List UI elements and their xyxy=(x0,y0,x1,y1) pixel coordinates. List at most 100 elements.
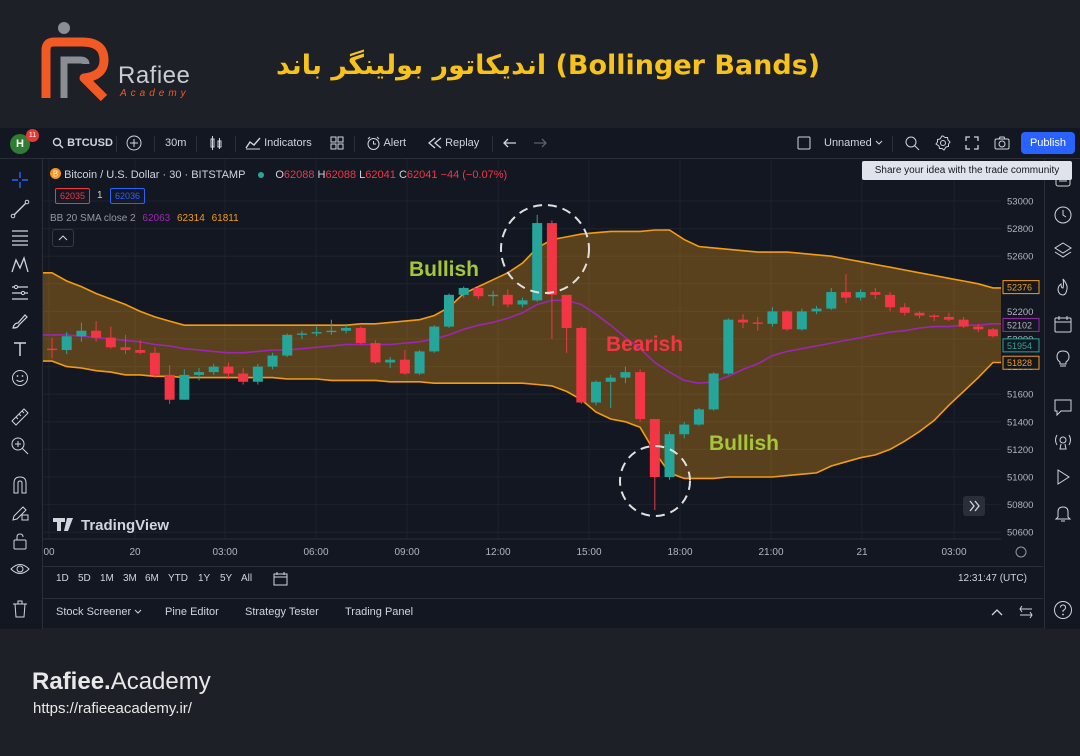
broadcast-icon[interactable] xyxy=(1053,431,1073,451)
time-tick-label: 09:00 xyxy=(394,547,419,558)
candle-body xyxy=(899,307,910,313)
magnet-icon[interactable] xyxy=(10,475,30,495)
candle-body xyxy=(782,311,793,330)
compare-symbol-button[interactable] xyxy=(126,134,142,152)
candle-body xyxy=(502,294,513,305)
undo-button[interactable] xyxy=(503,134,517,152)
pattern-icon[interactable] xyxy=(10,255,30,275)
price-tick-label: 50600 xyxy=(1007,528,1033,539)
bell-icon[interactable] xyxy=(1053,503,1073,523)
publish-button[interactable]: Publish xyxy=(1021,132,1075,154)
quick-search-button[interactable] xyxy=(904,134,920,152)
camera-icon xyxy=(994,136,1010,150)
candle-body xyxy=(943,316,954,320)
range-5d[interactable]: 5D xyxy=(78,573,91,584)
sell-price-box[interactable]: 62035 xyxy=(55,188,91,204)
range-5y[interactable]: 5Y xyxy=(220,573,233,584)
utc-clock[interactable]: 12:31:47 (UTC) xyxy=(958,573,1027,584)
layout-button[interactable] xyxy=(797,134,811,152)
layers-icon[interactable] xyxy=(1053,241,1073,261)
calendar-icon[interactable] xyxy=(1053,314,1073,334)
templates-button[interactable] xyxy=(330,134,344,152)
range-ytd[interactable]: YTD xyxy=(168,573,188,584)
trend-line-icon[interactable] xyxy=(10,199,30,219)
range-6m[interactable]: 6M xyxy=(145,573,159,584)
help-icon[interactable] xyxy=(1053,600,1073,620)
clock-icon[interactable] xyxy=(1053,205,1073,225)
eye-icon[interactable] xyxy=(10,559,30,579)
chat-icon[interactable] xyxy=(1053,397,1073,417)
time-axis[interactable]: 00 20 03:00 06:00 09:00 12:00 15:00 18:00 21:00 2… xyxy=(43,538,1001,564)
play-icon[interactable] xyxy=(1053,467,1073,487)
candle-body xyxy=(47,348,57,351)
time-tick-label: 06:00 xyxy=(303,547,328,558)
candle-body xyxy=(693,409,704,425)
symbol-search-button[interactable]: BTCUSD xyxy=(52,134,113,152)
interval-button[interactable]: 30m xyxy=(165,137,187,149)
fib-retracement-icon[interactable] xyxy=(10,227,30,247)
bollinger-band-fill xyxy=(43,230,1001,479)
bb-lower-value: 61811 xyxy=(211,213,239,224)
alert-button[interactable]: Alert xyxy=(366,134,406,152)
candle xyxy=(488,290,499,306)
highlight-circle-top xyxy=(500,204,590,294)
footer-url[interactable]: https://rafieeacademy.ir/ xyxy=(33,700,192,717)
candle-body xyxy=(620,372,631,378)
fire-icon[interactable] xyxy=(1053,277,1073,297)
lightbulb-icon[interactable] xyxy=(1053,349,1073,369)
projection-icon[interactable] xyxy=(10,283,30,303)
snapshot-button[interactable] xyxy=(994,134,1010,152)
range-3m[interactable]: 3M xyxy=(123,573,137,584)
ohlc-low: 62041 xyxy=(365,169,396,181)
lock-pencil-icon[interactable] xyxy=(10,503,30,523)
crosshair-icon[interactable] xyxy=(10,170,30,190)
chevron-up-icon[interactable] xyxy=(990,607,1004,617)
time-tick-label: 21 xyxy=(856,547,868,558)
tab-trading-panel[interactable]: Trading Panel xyxy=(345,606,414,618)
price-chart[interactable]: 5300052800526005240052200520005180051600… xyxy=(43,159,1043,564)
lock-icon[interactable] xyxy=(10,531,30,551)
range-1d[interactable]: 1D xyxy=(56,573,69,584)
chart-type-button[interactable] xyxy=(209,134,223,152)
annotation-bullish-top: Bullish xyxy=(409,258,479,281)
redo-button[interactable] xyxy=(533,134,547,152)
indicators-button[interactable]: Indicators xyxy=(245,134,312,152)
settings-button[interactable] xyxy=(935,134,951,152)
candle-body xyxy=(708,373,719,410)
brush-icon[interactable] xyxy=(10,311,30,331)
buy-price-box[interactable]: 62036 xyxy=(110,188,146,204)
replay-button[interactable]: Replay xyxy=(427,134,479,152)
goto-date-icon[interactable] xyxy=(273,571,289,587)
price-label-last: 51954 xyxy=(1007,341,1032,351)
axis-settings-icon[interactable] xyxy=(1015,546,1027,558)
trash-icon[interactable] xyxy=(10,599,30,619)
candle xyxy=(811,305,822,315)
candle-body xyxy=(311,332,322,334)
emoji-icon[interactable] xyxy=(10,368,30,388)
candle-body xyxy=(855,292,866,298)
candle-body xyxy=(223,366,234,374)
candle xyxy=(988,327,998,338)
alert-label: Alert xyxy=(383,137,407,149)
avatar[interactable]: H xyxy=(10,134,30,154)
ruler-icon[interactable] xyxy=(10,407,30,427)
range-1y[interactable]: 1Y xyxy=(198,573,211,584)
candle xyxy=(105,326,116,349)
range-1m[interactable]: 1M xyxy=(100,573,114,584)
range-all[interactable]: All xyxy=(241,573,253,584)
indicators-label: Indicators xyxy=(264,137,312,149)
fullscreen-button[interactable] xyxy=(965,134,979,152)
candle xyxy=(576,326,587,404)
tab-strategy-tester[interactable]: Strategy Tester xyxy=(245,606,319,618)
candle xyxy=(840,274,851,304)
candle xyxy=(252,363,263,385)
text-tool-icon[interactable] xyxy=(10,339,30,359)
zoom-in-icon[interactable] xyxy=(10,436,30,456)
candle xyxy=(517,297,528,308)
layout-name-button[interactable]: Unnamed xyxy=(824,134,883,152)
scroll-to-latest-button[interactable] xyxy=(963,496,985,516)
maximize-panel-icon[interactable] xyxy=(1018,605,1034,619)
tab-stock-screener[interactable]: Stock Screener xyxy=(56,606,142,618)
tab-pine-editor[interactable]: Pine Editor xyxy=(165,606,219,618)
collapse-legend-button[interactable] xyxy=(52,229,74,247)
